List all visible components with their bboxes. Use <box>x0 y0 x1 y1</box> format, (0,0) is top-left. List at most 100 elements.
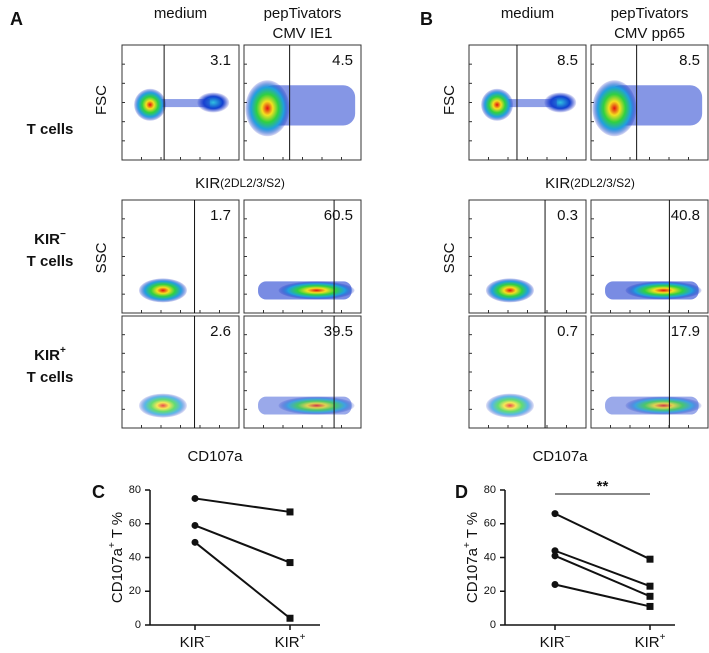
x-axis-label: KIR(2DL2/3/S2) <box>545 175 635 192</box>
density-cloud <box>197 92 230 113</box>
y-tick-label: 20 <box>129 585 141 597</box>
panel-label: C <box>92 482 105 502</box>
x-axis-label-main: KIR <box>195 175 220 192</box>
y-axis-label: SSC <box>93 242 110 273</box>
gate-percentage: 3.1 <box>210 52 231 69</box>
density-cloud <box>245 80 290 137</box>
y-tick-label: 40 <box>484 551 496 563</box>
y-tick-label: 80 <box>129 484 141 496</box>
point-kir-pos <box>646 555 654 563</box>
y-axis-label-sup: + <box>462 542 473 548</box>
point-kir-pos <box>646 602 654 610</box>
flow-plot: 3.1 <box>121 44 240 161</box>
y-tick-label: 0 <box>490 619 496 631</box>
density-cloud <box>592 80 637 137</box>
y-axis-label-rest: T % <box>464 512 481 542</box>
significance-label: ** <box>597 478 609 495</box>
y-axis-label: CD107a+ T % <box>107 512 126 603</box>
density-cloud <box>625 396 702 415</box>
y-axis-label: CD107a+ T % <box>462 512 481 603</box>
point-kir-neg <box>551 552 559 560</box>
density-cloud <box>278 281 355 300</box>
pair-line <box>194 524 291 564</box>
density-cloud <box>138 278 187 303</box>
density-cloud <box>544 92 577 113</box>
x-axis-label: CD107a <box>532 448 588 465</box>
flow-plot: 8.5 <box>590 44 709 161</box>
x-axis-label-sub: (2DL2/3/S2) <box>220 176 285 190</box>
pair-line <box>554 549 651 588</box>
column-header: medium <box>154 5 207 22</box>
density-cloud <box>138 393 187 418</box>
row-label-name: T cells <box>27 121 74 138</box>
point-kir-pos <box>646 582 654 590</box>
row-label-name: KIR <box>34 231 60 248</box>
row-label-line2: T cells <box>27 253 74 270</box>
x-tick-label-sup: + <box>300 632 306 643</box>
gate-percentage: 0.7 <box>557 323 578 340</box>
gate-percentage: 39.5 <box>324 323 353 340</box>
x-tick-label-sup: − <box>205 632 211 643</box>
pair-line <box>554 554 651 598</box>
point-kir-pos <box>286 559 294 567</box>
x-axis-label: CD107a <box>187 448 243 465</box>
point-kir-neg <box>551 581 559 588</box>
y-axis-label: FSC <box>441 85 458 115</box>
point-kir-neg <box>191 538 199 546</box>
point-kir-neg <box>551 547 559 555</box>
y-axis-label-main: CD107a <box>109 547 126 603</box>
y-axis-label: SSC <box>441 242 458 273</box>
flow-plot: 17.9 <box>590 315 709 429</box>
flow-plot: 2.6 <box>121 315 240 429</box>
x-tick-label: KIR+ <box>275 632 306 651</box>
gate-percentage: 0.3 <box>557 207 578 224</box>
gate-percentage: 17.9 <box>671 323 700 340</box>
gate-percentage: 2.6 <box>210 323 231 340</box>
x-tick-label-sup: − <box>565 632 571 643</box>
row-label-line2: T cells <box>27 369 74 386</box>
density-band <box>145 99 210 108</box>
column-header: CMV pp65 <box>614 25 685 42</box>
x-tick-label-main: KIR <box>635 634 660 651</box>
x-tick-label-main: KIR <box>540 634 565 651</box>
panel-label: D <box>455 482 468 502</box>
row-label-name: KIR <box>34 347 60 364</box>
x-axis-label-sub: (2DL2/3/S2) <box>570 176 635 190</box>
row-label: KIR+ <box>34 345 66 364</box>
pair-line <box>194 497 291 513</box>
flow-plot: 1.7 <box>121 199 240 314</box>
flow-plot: 39.5 <box>243 315 362 429</box>
x-tick-label: KIR− <box>540 632 571 651</box>
pair-line <box>554 583 651 608</box>
gate-percentage: 8.5 <box>557 52 578 69</box>
gate-percentage: 8.5 <box>679 52 700 69</box>
y-axis-label: FSC <box>93 85 110 115</box>
density-cloud <box>485 393 534 418</box>
y-tick-label: 20 <box>484 585 496 597</box>
y-tick-label: 60 <box>129 518 141 530</box>
panel-label: A <box>10 9 23 29</box>
density-cloud <box>134 88 167 121</box>
density-cloud <box>485 278 534 303</box>
density-band <box>492 99 557 108</box>
flow-plot: 60.5 <box>243 199 362 314</box>
x-axis-label-main: KIR <box>545 175 570 192</box>
row-label: KIR− <box>34 229 66 248</box>
gate-percentage: 1.7 <box>210 207 231 224</box>
column-header: pepTivators <box>611 5 689 22</box>
x-tick-label: KIR+ <box>635 632 666 651</box>
pair-line <box>194 541 291 620</box>
column-header: pepTivators <box>264 5 342 22</box>
panel-label: B <box>420 9 433 29</box>
row-label-sup: − <box>60 229 66 240</box>
gate-percentage: 60.5 <box>324 207 353 224</box>
column-header: CMV IE1 <box>272 25 332 42</box>
flow-plot: 0.3 <box>468 199 587 314</box>
gate-percentage: 4.5 <box>332 52 353 69</box>
row-label: T cells <box>27 121 74 138</box>
y-tick-label: 60 <box>484 518 496 530</box>
y-tick-label: 0 <box>135 619 141 631</box>
flow-plot: 0.7 <box>468 315 587 429</box>
flow-plot: 4.5 <box>243 44 362 161</box>
y-axis-label-rest: T % <box>109 512 126 542</box>
